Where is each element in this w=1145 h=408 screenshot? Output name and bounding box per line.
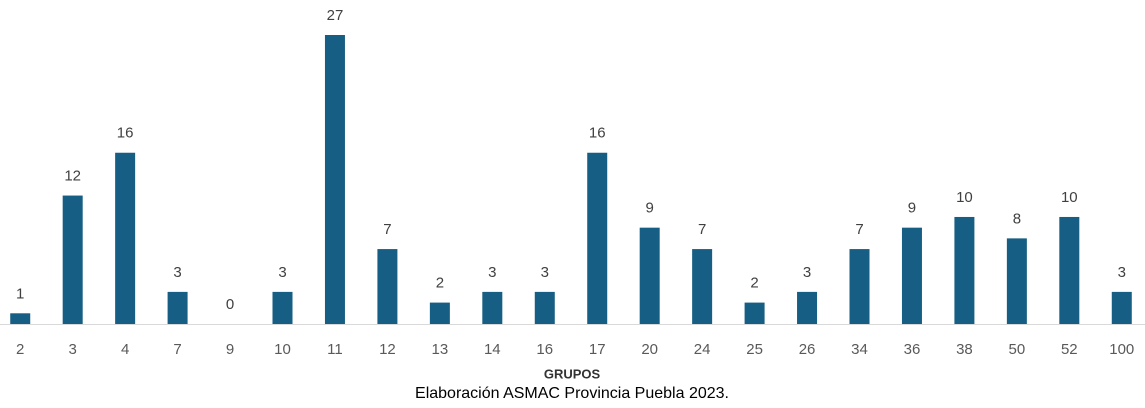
x-tick-label: 3: [69, 341, 77, 358]
x-tick-label: 50: [1009, 341, 1026, 358]
bar: [744, 302, 765, 324]
x-tick-label: 7: [173, 341, 181, 358]
x-tick-label: 4: [121, 341, 129, 358]
x-tick-label: 17: [589, 341, 606, 358]
data-label: 3: [803, 264, 811, 281]
x-tick-label: 25: [746, 341, 763, 358]
x-axis-label: GRUPOS: [544, 366, 601, 381]
data-label: 9: [908, 200, 916, 217]
x-tick-label: 9: [226, 341, 234, 358]
bar: [692, 249, 713, 324]
data-label: 1: [16, 285, 24, 302]
bar: [324, 35, 345, 324]
source-note: Elaboración ASMAC Provincia Puebla 2023.: [415, 385, 729, 402]
bar: [482, 291, 503, 324]
data-label: 8: [1013, 210, 1021, 227]
x-tick-label: 14: [484, 341, 501, 358]
bar: [639, 227, 660, 324]
data-label: 3: [488, 264, 496, 281]
data-label: 10: [1061, 189, 1078, 206]
x-tick-label: 11: [327, 341, 343, 358]
x-tick-label: 12: [379, 341, 396, 358]
data-label: 27: [327, 7, 344, 24]
bar: [377, 249, 398, 324]
data-label: 16: [117, 125, 134, 142]
data-label: 2: [750, 275, 758, 292]
bar: [534, 291, 555, 324]
data-label: 3: [173, 264, 181, 281]
bar: [587, 152, 608, 324]
data-label: 7: [383, 221, 391, 238]
x-tick-label: 52: [1061, 341, 1078, 358]
x-tick-label: 26: [799, 341, 816, 358]
bar: [954, 216, 975, 324]
data-label: 3: [1118, 264, 1126, 281]
data-label: 2: [436, 275, 444, 292]
bar: [1006, 238, 1027, 324]
bar: [849, 249, 870, 324]
x-tick-label: 20: [641, 341, 658, 358]
bar: [797, 291, 818, 324]
bar: [115, 152, 136, 324]
x-tick-label: 16: [536, 341, 553, 358]
data-label: 3: [278, 264, 286, 281]
data-label: 10: [956, 189, 973, 206]
data-label: 9: [646, 200, 654, 217]
bar: [1059, 216, 1080, 324]
x-tick-label: 100: [1109, 341, 1134, 358]
data-label: 3: [541, 264, 549, 281]
x-tick-label: 38: [956, 341, 973, 358]
bar: [901, 227, 922, 324]
x-tick-label: 10: [274, 341, 291, 358]
x-tick-label: 13: [432, 341, 449, 358]
x-tick-label: 2: [16, 341, 24, 358]
bar: [1111, 291, 1132, 324]
x-tick-label: 24: [694, 341, 711, 358]
data-label: 7: [698, 221, 706, 238]
data-label: 0: [226, 296, 234, 313]
bar: [272, 291, 293, 324]
data-label: 12: [64, 168, 81, 185]
x-tick-label: 36: [904, 341, 921, 358]
x-tick-label: 34: [851, 341, 868, 358]
data-label: 16: [589, 125, 606, 142]
bar: [429, 302, 450, 324]
bar: [62, 195, 83, 324]
bar: [167, 291, 188, 324]
data-label: 7: [855, 221, 863, 238]
bar: [10, 313, 31, 324]
